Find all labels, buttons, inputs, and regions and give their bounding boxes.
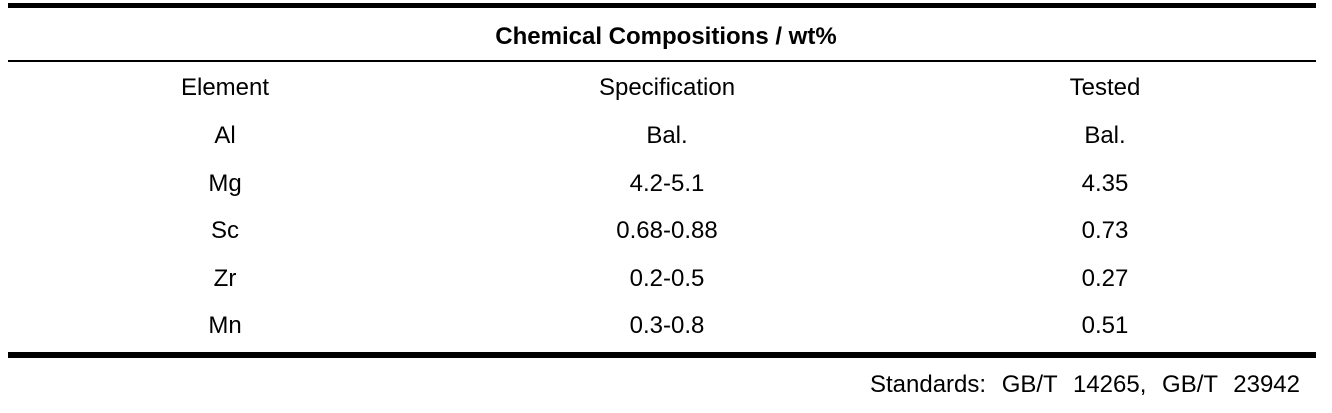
table-cell: 0.3-0.8: [629, 312, 705, 339]
table-cell: 4.2-5.1: [629, 169, 705, 197]
header-rule: [8, 60, 1316, 62]
column-header: Element: [180, 74, 270, 101]
table-cell: 0.51: [1081, 312, 1129, 339]
table-title: Chemical Compositions / wt%: [495, 23, 837, 50]
table-cell: Mg: [208, 169, 242, 197]
table-cell: Bal.: [1084, 122, 1126, 149]
table-cell: Mn: [208, 312, 242, 339]
table-cell: 0.73: [1081, 217, 1129, 244]
top-rule: [8, 3, 1316, 8]
footer-note: Standards: GB/T 14265, GB/T 23942: [869, 371, 1300, 398]
table-cell: Al: [214, 122, 236, 149]
table-cell: 0.68-0.88: [616, 217, 718, 244]
column-header: Tested: [1069, 74, 1141, 101]
table-cell: Bal.: [646, 122, 688, 149]
table-cell: 0.2-0.5: [629, 264, 705, 292]
column-header: Specification: [598, 74, 736, 101]
table-cell: Zr: [213, 264, 237, 292]
bottom-rule: [8, 352, 1316, 358]
table-cell: Sc: [210, 217, 240, 244]
table-cell: 0.27: [1081, 264, 1129, 292]
table-cell: 4.35: [1081, 169, 1129, 197]
